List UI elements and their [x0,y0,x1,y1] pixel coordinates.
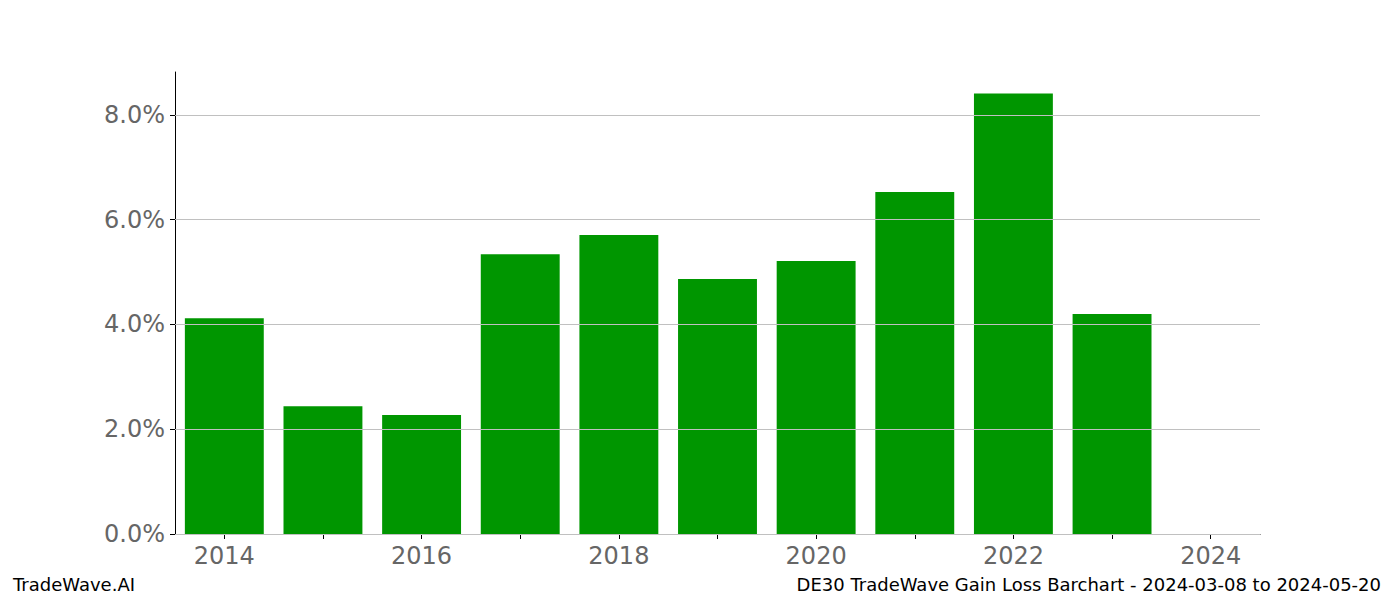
svg-text:2022: 2022 [983,542,1044,570]
svg-text:2024: 2024 [1180,542,1241,570]
svg-text:2.0%: 2.0% [104,415,165,443]
svg-text:2016: 2016 [391,542,452,570]
svg-text:4.0%: 4.0% [104,310,165,338]
svg-text:2020: 2020 [786,542,847,570]
svg-text:8.0%: 8.0% [104,101,165,129]
svg-text:2018: 2018 [588,542,649,570]
svg-text:DE30 TradeWave Gain Loss Barch: DE30 TradeWave Gain Loss Barchart - 2024… [797,574,1381,595]
svg-text:2014: 2014 [194,542,255,570]
svg-text:6.0%: 6.0% [104,206,165,234]
svg-text:0.0%: 0.0% [104,520,165,548]
svg-text:TradeWave.AI: TradeWave.AI [12,574,135,595]
